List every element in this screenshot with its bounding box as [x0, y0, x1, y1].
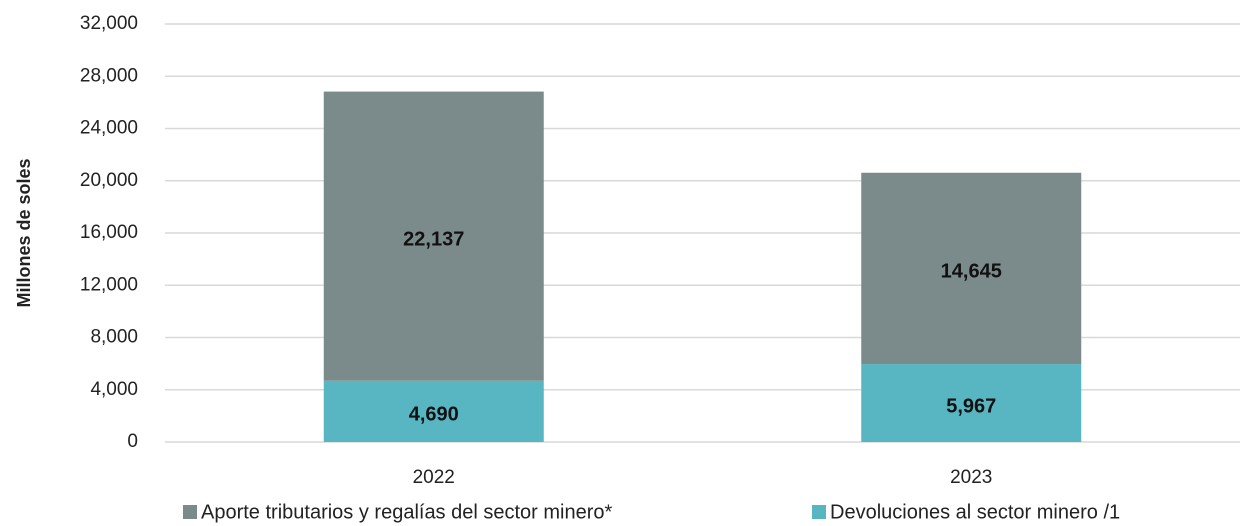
bar-segment	[323, 380, 544, 442]
bar-segment	[323, 91, 544, 381]
data-label: 5,967	[946, 395, 996, 417]
y-tick-label: 32,000	[80, 13, 138, 34]
y-axis-label: Millones de soles	[14, 158, 34, 307]
data-label: 22,137	[403, 228, 464, 250]
x-tick-label: 2023	[950, 467, 992, 488]
data-label: 4,690	[409, 404, 459, 426]
y-tick-label: 16,000	[80, 222, 138, 243]
data-label: 14,645	[941, 261, 1002, 283]
legend-swatch	[812, 505, 826, 519]
bar-segment	[861, 364, 1082, 442]
legend-label: Devoluciones al sector minero /1	[830, 501, 1120, 523]
bar-segment	[861, 172, 1082, 365]
y-tick-label: 8,000	[90, 327, 138, 348]
y-tick-label: 12,000	[80, 274, 138, 295]
y-tick-label: 4,000	[90, 379, 138, 400]
y-tick-label: 28,000	[80, 65, 138, 86]
legend-swatch	[183, 505, 197, 519]
x-tick-label: 2022	[413, 467, 455, 488]
y-tick-label: 24,000	[80, 118, 138, 139]
legend-label: Aporte tributarios y regalías del sector…	[201, 501, 613, 523]
y-tick-label: 0	[127, 431, 138, 452]
y-tick-label: 20,000	[80, 170, 138, 191]
